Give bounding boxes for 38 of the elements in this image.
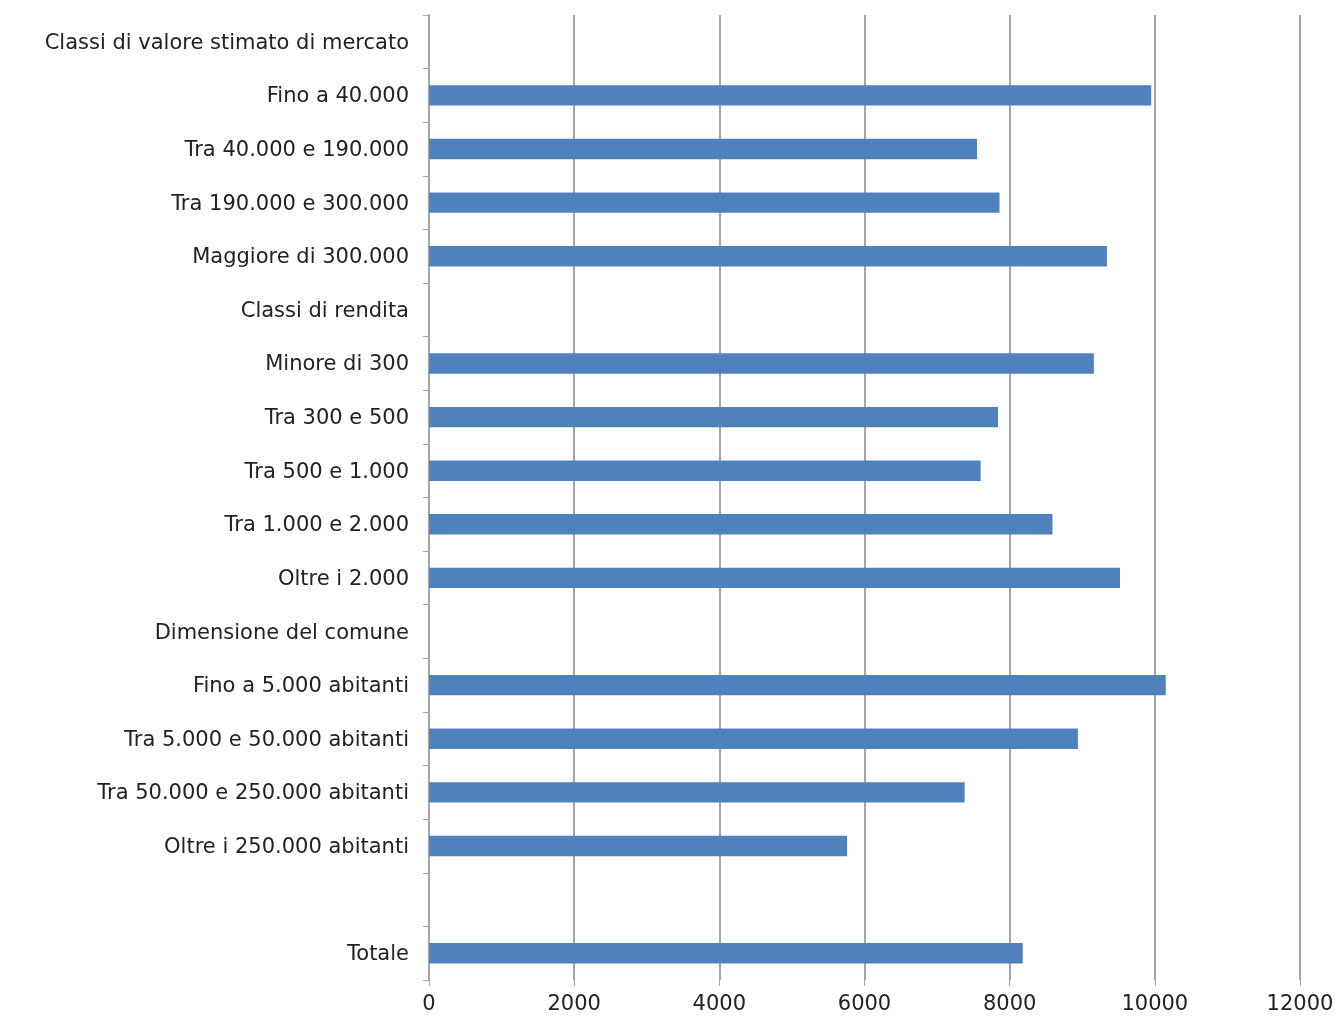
- x-tick-label: 4000: [692, 990, 747, 1015]
- y-tick-label: Oltre i 250.000 abitanti: [164, 833, 409, 858]
- y-tick-label: Fino a 5.000 abitanti: [192, 673, 409, 698]
- x-tick-label: 0: [422, 990, 436, 1015]
- y-tick-label: Totale: [346, 941, 409, 966]
- bar: [429, 782, 965, 803]
- bar: [429, 674, 1166, 696]
- y-tick-label: Tra 190.000 e 300.000: [170, 190, 409, 215]
- x-tick-label: 12000: [1266, 990, 1334, 1015]
- y-tick-label: Tra 5.000 e 50.000 abitanti: [123, 726, 409, 751]
- bar: [429, 138, 977, 160]
- y-tick-label: Classi di rendita: [240, 297, 409, 322]
- x-tick-label: 6000: [837, 990, 892, 1015]
- x-tick-label: 8000: [982, 990, 1037, 1015]
- bar: [429, 192, 1000, 213]
- y-tick-label: Tra 1.000 e 2.000: [223, 512, 409, 537]
- y-tick-label: Dimensione del comune: [154, 619, 409, 644]
- bar: [429, 567, 1120, 589]
- x-tick-label: 10000: [1121, 990, 1189, 1015]
- bar: [429, 353, 1094, 374]
- x-tick-label: 2000: [547, 990, 601, 1015]
- bar: [429, 85, 1152, 106]
- y-tick-label: Minore di 300: [265, 351, 409, 376]
- bar: [429, 246, 1107, 267]
- y-tick-label: Tra 300 e 500: [263, 405, 409, 430]
- y-tick-label: Tra 50.000 e 250.000 abitanti: [96, 780, 409, 805]
- y-tick-label: Oltre i 2.000: [278, 565, 409, 590]
- bar: [429, 514, 1053, 535]
- bar: [429, 728, 1078, 749]
- y-tick-label: Classi di valore stimato di mercato: [44, 29, 409, 54]
- y-tick-label: Fino a 40.000: [266, 83, 409, 108]
- bar: [429, 943, 1023, 964]
- bar: [429, 406, 999, 428]
- y-tick-label: Tra 40.000 e 190.000: [183, 137, 409, 162]
- y-tick-label: Tra 500 e 1.000: [243, 458, 409, 483]
- bar: [429, 835, 848, 857]
- bar: [429, 460, 981, 481]
- y-tick-label: Maggiore di 300.000: [192, 244, 409, 269]
